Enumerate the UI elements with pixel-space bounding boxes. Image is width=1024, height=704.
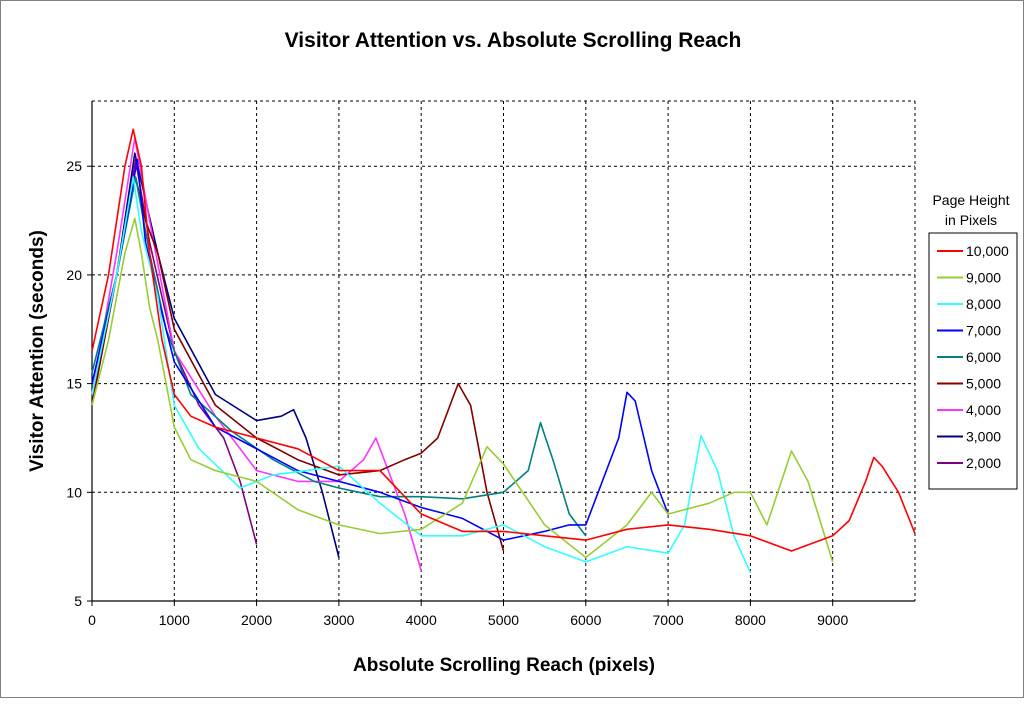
series-lines [91, 128, 916, 574]
y-tick-label: 5 [74, 593, 82, 609]
x-tick-label: 3000 [323, 612, 354, 628]
y-tick-label: 10 [66, 484, 82, 500]
axes: 0 1000 2000 3000 4000 5000 6000 7000 8000 9000 5 10… [66, 101, 915, 628]
chart-title: Visitor Attention vs. Absolute Scrolling… [285, 29, 742, 52]
y-tick-label: 20 [66, 267, 82, 283]
y-tick-label: 25 [66, 158, 82, 174]
legend-label: 7,000 [966, 323, 1001, 339]
series-line-3000 [91, 152, 340, 558]
x-tick-label: 8000 [735, 612, 766, 628]
legend-title-line1: Page Height [932, 192, 1009, 208]
x-tick-label: 0 [88, 612, 96, 628]
x-tick-label: 4000 [406, 612, 437, 628]
legend-title-line2: in Pixels [945, 212, 997, 228]
legend-label: 10,000 [966, 243, 1009, 259]
legend-label: 6,000 [966, 349, 1001, 365]
series-line-5000 [91, 176, 505, 552]
legend-label: 3,000 [966, 429, 1001, 445]
x-tick-label: 9000 [817, 612, 848, 628]
y-tick-label: 15 [66, 376, 82, 392]
series-line-4000 [91, 137, 422, 571]
x-tick-label: 6000 [570, 612, 601, 628]
legend-label: 2,000 [966, 455, 1001, 471]
x-tick-label: 7000 [653, 612, 684, 628]
series-line-9000 [91, 217, 834, 563]
legend-box [928, 232, 1018, 490]
x-tick-label: 1000 [159, 612, 190, 628]
legend-label: 4,000 [966, 402, 1001, 418]
legend-label: 9,000 [966, 270, 1001, 286]
series-line-10000 [91, 128, 916, 552]
x-tick-label: 5000 [488, 612, 519, 628]
x-tick-label: 2000 [241, 612, 272, 628]
legend: 10,000 9,000 8,000 7,000 6,000 5,000 4,000 3,00… [937, 243, 1009, 471]
x-axis-label: Absolute Scrolling Reach (pixels) [353, 655, 655, 676]
legend-label: 8,000 [966, 296, 1001, 312]
y-axis-label: Visitor Attention (seconds) [27, 230, 48, 472]
legend-label: 5,000 [966, 376, 1001, 392]
